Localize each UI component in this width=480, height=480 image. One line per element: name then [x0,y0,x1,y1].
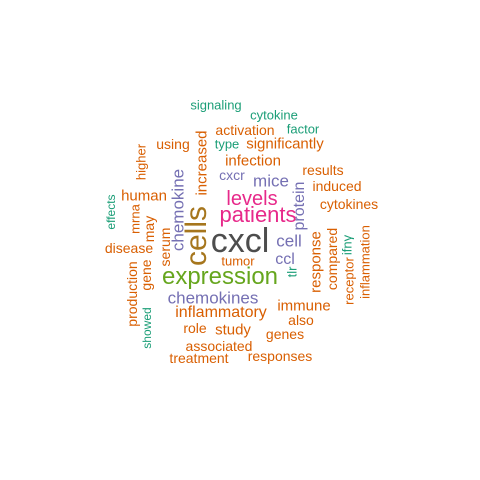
word-type: type [214,136,240,152]
word-significantly: significantly [246,135,324,153]
word-factor: factor [286,121,320,137]
word-mrna: mrna [127,204,143,234]
word-results: results [302,162,344,178]
word-infection: infection [225,152,281,170]
word-activation: activation [215,122,275,138]
word-response: response [307,231,325,293]
word-serum: serum [157,227,173,267]
word-role: role [183,320,207,336]
word-tumor: tumor [221,253,255,269]
word-ifng: ifnγ [339,234,355,256]
word-responses: responses [247,348,313,364]
word-tlr: tlr [284,266,300,278]
word-protein: protein [291,181,308,231]
word-expression: expression [161,263,279,290]
word-cytokine: cytokine [250,107,298,123]
word-gene: gene [138,259,154,291]
word-production: production [124,261,140,327]
word-study: study [215,321,251,339]
word-cxcr: cxcr [219,167,245,183]
word-immune: immune [277,297,331,315]
word-also: also [288,312,314,328]
word-human: human [121,187,167,205]
word-treatment: treatment [169,350,229,366]
word-receptor: receptor [341,257,357,305]
word-associated: associated [185,338,253,354]
word-ccl: ccl [275,251,295,268]
word-patients: patients [219,202,297,227]
word-chemokines: chemokines [167,288,259,308]
word-higher: higher [133,143,149,181]
word-mice: mice [253,171,289,191]
word-compared: compared [324,227,340,291]
word-increased: increased [193,130,211,196]
word-genes: genes [265,326,305,342]
word-effects: effects [104,194,118,230]
word-cell: cell [276,231,302,251]
word-disease: disease [104,240,154,256]
word-showed: showed [140,307,154,349]
word-signaling: signaling [190,97,242,113]
word-inflammation: inflammation [357,225,373,299]
word-levels: levels [226,188,278,210]
word-using: using [156,136,190,152]
word-may: may [141,215,157,243]
word-inflammatory: inflammatory [175,304,267,321]
word-cytokines: cytokines [319,196,379,212]
word-induced: induced [312,178,362,194]
word-cxcl: cxcl [210,222,270,260]
